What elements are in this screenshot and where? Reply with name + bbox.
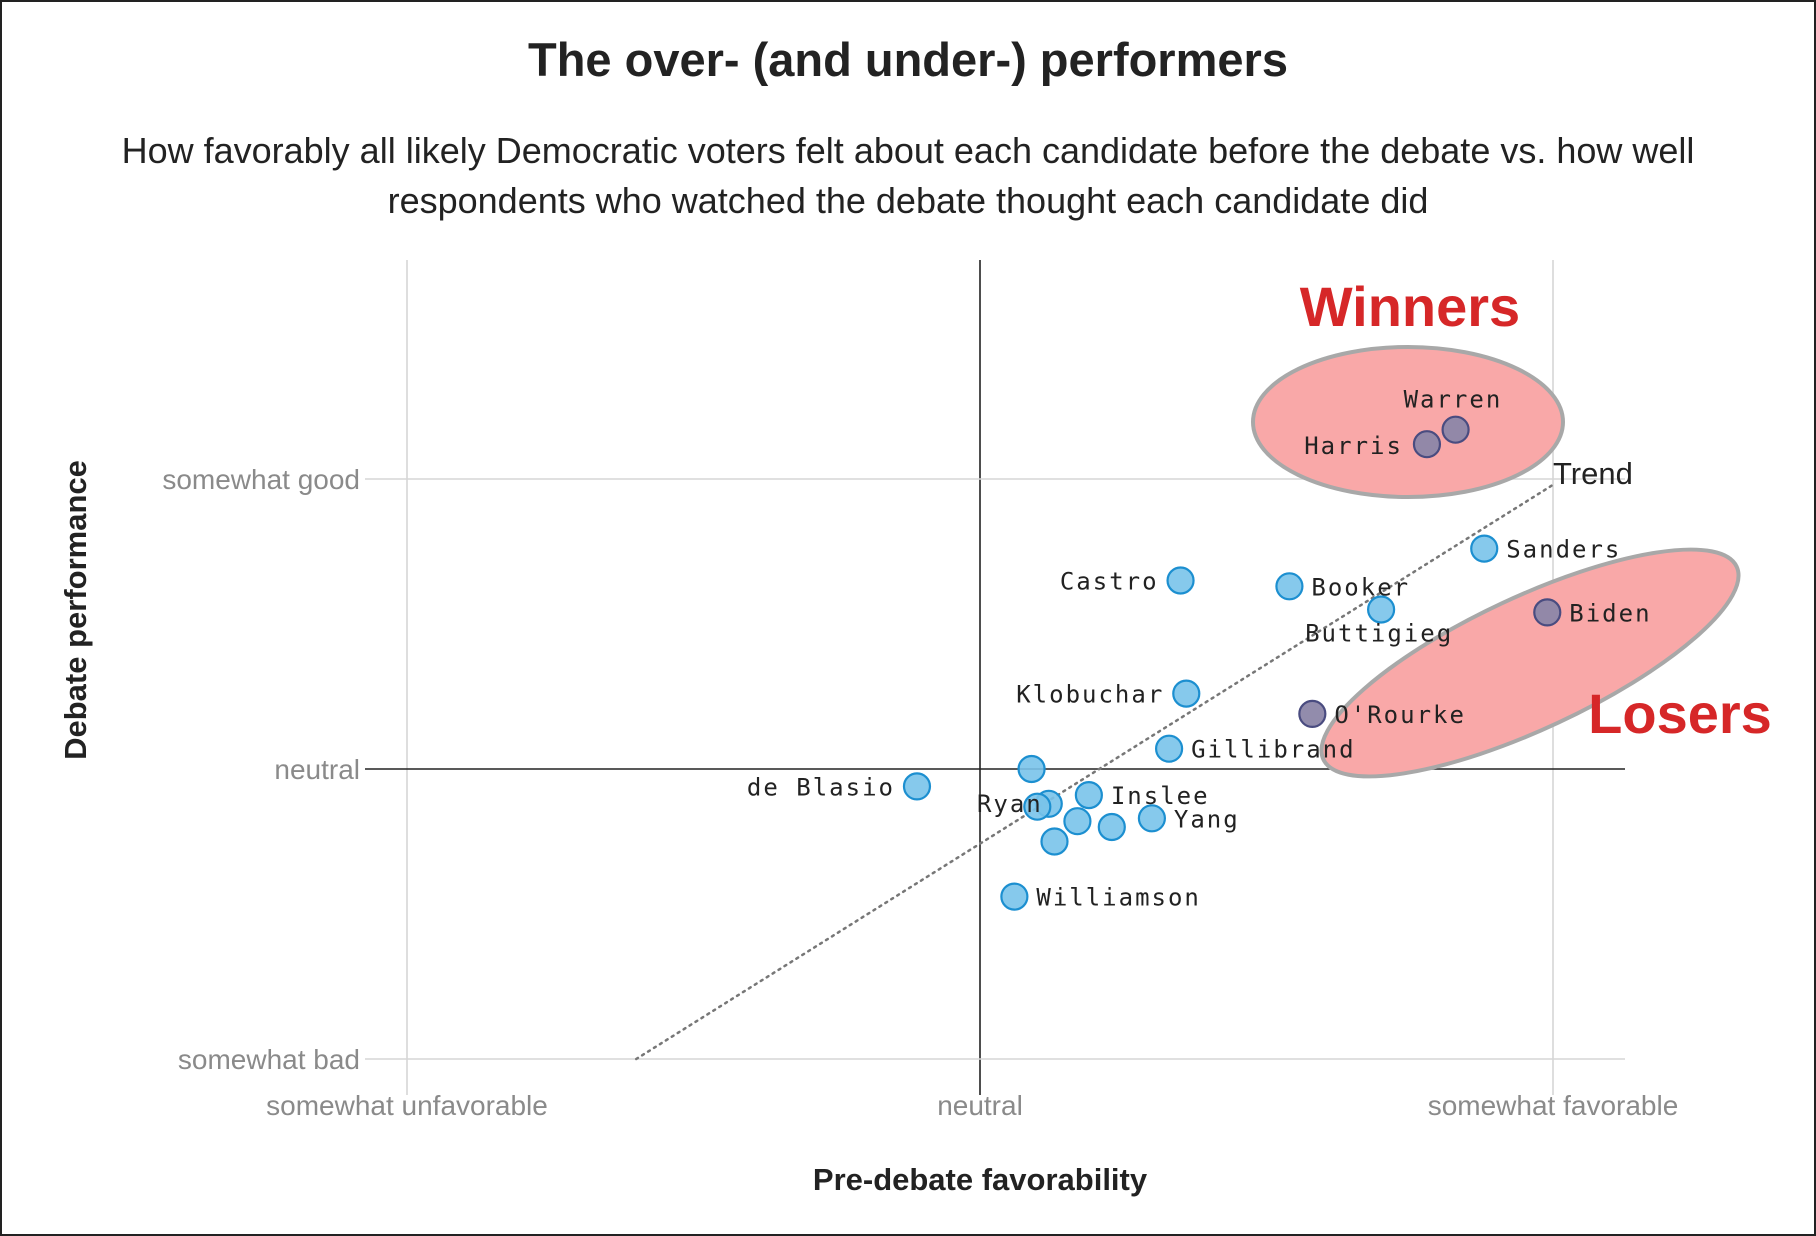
trend-label: Trend <box>1553 456 1633 491</box>
trend-line <box>634 483 1555 1061</box>
point-label: Booker <box>1311 573 1410 601</box>
winners-ellipse <box>1251 345 1565 499</box>
chart-title: The over- (and under-) performers <box>528 33 1288 86</box>
annotations: Winners Losers <box>1300 275 1772 745</box>
point-label: Warren <box>1404 386 1503 414</box>
point-yang <box>1137 804 1167 833</box>
point-label: Sanders <box>1506 536 1621 564</box>
point-label: Williamson <box>1036 884 1201 912</box>
point-inslee <box>1074 780 1103 810</box>
point-gillibrand <box>1154 734 1184 763</box>
point <box>1097 812 1126 842</box>
point-williamson <box>1000 882 1029 911</box>
x-tick-label: somewhat favorable <box>1428 1090 1679 1121</box>
y-axis-title: Debate performance <box>58 460 93 760</box>
point-label: de Blasio <box>747 773 895 801</box>
x-tick-label: somewhat unfavorable <box>266 1090 548 1121</box>
point-label: Biden <box>1569 599 1651 627</box>
x-axis-title: Pre-debate favorability <box>813 1162 1148 1197</box>
tick-labels: somewhat unfavorable neutral somewhat favo… <box>162 464 1678 1121</box>
group-highlights <box>1251 345 1741 779</box>
point <box>1040 827 1069 856</box>
point-label: Ryan <box>977 790 1043 818</box>
point <box>1017 754 1046 784</box>
x-tick-label: neutral <box>937 1090 1023 1121</box>
winners-label: Winners <box>1300 275 1520 338</box>
point-label: Klobuchar <box>1016 681 1164 709</box>
axis-titles: Pre-debate favorability Debate performanc… <box>58 460 1148 1197</box>
point-label: Inslee <box>1111 782 1210 810</box>
point-label: O'Rourke <box>1334 701 1466 729</box>
point-biden <box>1533 598 1562 627</box>
y-tick-label: neutral <box>274 754 360 785</box>
y-tick-label: somewhat good <box>162 464 360 495</box>
point-warren <box>1441 415 1470 444</box>
point-o-rourke <box>1298 699 1327 729</box>
point-label: Buttigieg <box>1305 620 1453 648</box>
point-castro <box>1166 566 1195 595</box>
point-sanders <box>1470 534 1499 563</box>
point-buttigieg <box>1366 595 1396 624</box>
point-label: Castro <box>1060 568 1159 596</box>
point-klobuchar <box>1172 679 1201 708</box>
trend-line-group: Trend <box>634 456 1633 1061</box>
chart-subtitle: How favorably all likely Democratic vote… <box>121 130 1695 221</box>
point-booker <box>1275 572 1304 601</box>
point-harris <box>1412 430 1442 459</box>
point-de-blasio <box>902 772 932 801</box>
point <box>1023 792 1052 821</box>
point-label: Harris <box>1304 432 1403 460</box>
data-points <box>902 415 1562 911</box>
point <box>1063 807 1092 836</box>
losers-label: Losers <box>1588 682 1772 745</box>
losers-ellipse <box>1319 547 1741 779</box>
point-label: Yang <box>1174 805 1240 833</box>
point-label: Gillibrand <box>1191 736 1356 764</box>
y-tick-label: somewhat bad <box>178 1044 360 1075</box>
